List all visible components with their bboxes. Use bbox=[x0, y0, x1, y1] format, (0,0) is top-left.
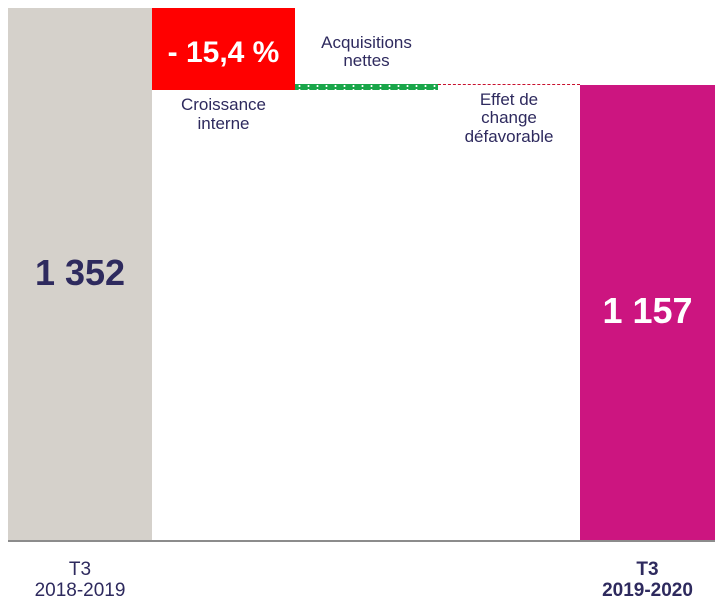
bar bbox=[438, 83, 580, 85]
annotation: - 15,4 % bbox=[167, 36, 280, 69]
category-label: T3 2018-2019 bbox=[34, 559, 126, 601]
category-label: Acquisitions nettes bbox=[321, 32, 412, 71]
bar bbox=[152, 8, 295, 90]
bar bbox=[295, 83, 438, 90]
bar bbox=[580, 84, 715, 540]
x-axis bbox=[8, 540, 715, 542]
category-label: T3 2019-2020 bbox=[602, 559, 693, 601]
category-label: Effet de change défavorable bbox=[464, 89, 554, 147]
value-label: 1 157 bbox=[602, 290, 693, 332]
bar bbox=[8, 8, 152, 540]
category-label: Croissance interne bbox=[180, 94, 267, 133]
value-label: 1 352 bbox=[34, 252, 126, 293]
